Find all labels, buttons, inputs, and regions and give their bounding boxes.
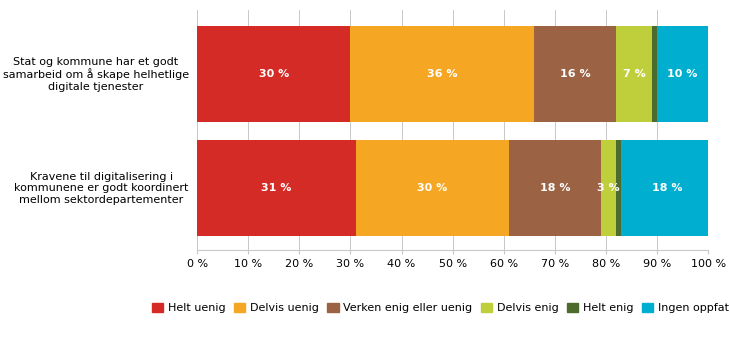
Text: 30 %: 30 %: [258, 69, 289, 79]
Text: 18 %: 18 %: [652, 183, 683, 193]
Legend: Helt uenig, Delvis uenig, Verken enig eller uenig, Delvis enig, Helt enig, Ingen: Helt uenig, Delvis uenig, Verken enig el…: [147, 298, 730, 318]
Text: 16 %: 16 %: [560, 69, 591, 79]
Text: 10 %: 10 %: [667, 69, 698, 79]
Text: 31 %: 31 %: [261, 183, 291, 193]
Bar: [350, 26, 534, 122]
Bar: [197, 141, 356, 236]
Bar: [534, 26, 616, 122]
Text: 36 %: 36 %: [427, 69, 458, 79]
Text: 7 %: 7 %: [623, 69, 645, 79]
Bar: [356, 141, 509, 236]
Bar: [509, 141, 601, 236]
Bar: [616, 141, 621, 236]
Bar: [601, 141, 616, 236]
Text: 30 %: 30 %: [417, 183, 447, 193]
Bar: [197, 26, 350, 122]
Bar: [657, 26, 708, 122]
Bar: [616, 26, 652, 122]
Text: 3 %: 3 %: [597, 183, 620, 193]
Bar: [652, 26, 657, 122]
Text: 18 %: 18 %: [539, 183, 570, 193]
Bar: [621, 141, 713, 236]
